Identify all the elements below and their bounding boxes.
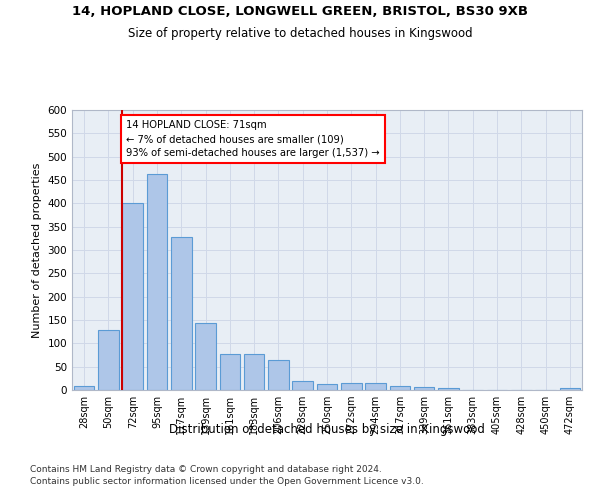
Bar bbox=[146, 174, 167, 390]
Bar bbox=[195, 324, 216, 390]
Bar bbox=[98, 330, 119, 390]
Bar bbox=[74, 386, 94, 390]
Text: 14, HOPLAND CLOSE, LONGWELL GREEN, BRISTOL, BS30 9XB: 14, HOPLAND CLOSE, LONGWELL GREEN, BRIST… bbox=[72, 5, 528, 18]
Bar bbox=[317, 384, 337, 390]
Bar bbox=[438, 388, 459, 390]
Bar bbox=[414, 386, 434, 390]
Text: Size of property relative to detached houses in Kingswood: Size of property relative to detached ho… bbox=[128, 28, 472, 40]
Text: Contains public sector information licensed under the Open Government Licence v3: Contains public sector information licen… bbox=[30, 478, 424, 486]
Text: Contains HM Land Registry data © Crown copyright and database right 2024.: Contains HM Land Registry data © Crown c… bbox=[30, 465, 382, 474]
Y-axis label: Number of detached properties: Number of detached properties bbox=[32, 162, 42, 338]
Bar bbox=[244, 354, 265, 390]
Bar bbox=[220, 354, 240, 390]
Bar bbox=[122, 204, 143, 390]
Bar bbox=[365, 383, 386, 390]
Bar bbox=[560, 388, 580, 390]
Bar bbox=[341, 383, 362, 390]
Bar bbox=[389, 386, 410, 390]
Bar bbox=[171, 237, 191, 390]
Text: Distribution of detached houses by size in Kingswood: Distribution of detached houses by size … bbox=[169, 422, 485, 436]
Bar bbox=[268, 360, 289, 390]
Text: 14 HOPLAND CLOSE: 71sqm
← 7% of detached houses are smaller (109)
93% of semi-de: 14 HOPLAND CLOSE: 71sqm ← 7% of detached… bbox=[126, 120, 380, 158]
Bar bbox=[292, 380, 313, 390]
